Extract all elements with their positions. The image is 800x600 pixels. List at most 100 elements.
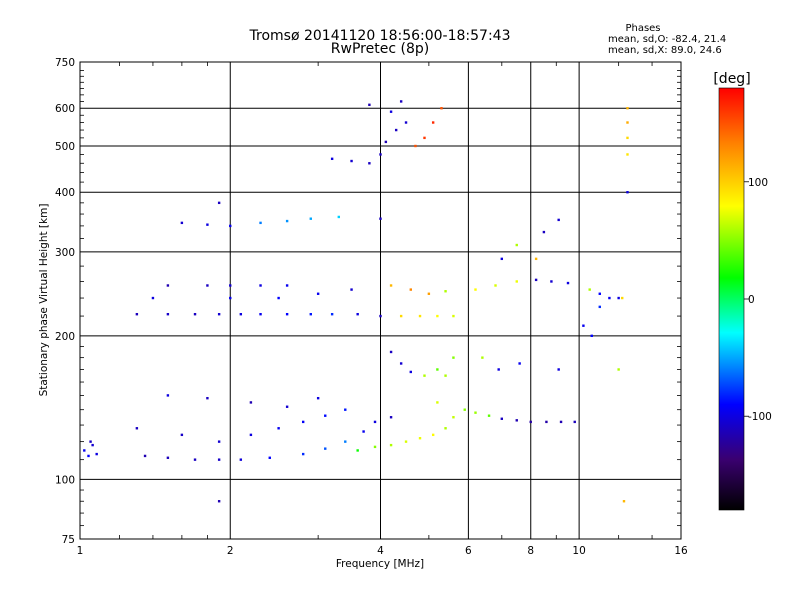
plot-frame (79, 61, 682, 540)
data-point (206, 396, 209, 400)
data-point (617, 368, 620, 371)
data-point (373, 420, 377, 424)
data-point (542, 230, 546, 234)
x-axis: 1 2 4 6 8 10 16 (77, 62, 688, 557)
data-point (166, 284, 170, 287)
data-point (285, 284, 289, 287)
data-point (259, 284, 262, 287)
y-tick-label: 600 (55, 103, 75, 115)
data-point (324, 414, 327, 417)
data-point (423, 136, 426, 140)
data-point (285, 312, 289, 316)
y-tick-label: 75 (62, 534, 75, 546)
phase-stats-x: mean, sd,X: 89.0, 24.6 (608, 45, 722, 56)
data-point (166, 394, 170, 397)
data-point (206, 223, 209, 226)
data-point (608, 296, 611, 300)
data-point (217, 201, 221, 205)
data-point (444, 374, 447, 377)
data-point (474, 288, 477, 291)
data-point (529, 420, 532, 424)
data-point (566, 281, 570, 285)
data-point (379, 153, 382, 156)
data-point (389, 284, 393, 287)
data-point (621, 296, 624, 300)
data-point (285, 219, 289, 223)
data-point (83, 449, 86, 452)
grid-lines (80, 62, 681, 539)
data-point (350, 159, 353, 163)
data-point (301, 420, 305, 424)
data-point (427, 292, 431, 295)
data-point (249, 401, 253, 404)
data-point (409, 288, 412, 291)
data-point (362, 430, 365, 433)
data-point (249, 433, 253, 437)
data-point (344, 440, 347, 443)
data-point (89, 440, 92, 443)
data-point (497, 368, 500, 371)
data-point (394, 128, 398, 132)
x-tick-label: 4 (377, 545, 384, 557)
data-point (598, 305, 601, 309)
data-point (487, 414, 491, 417)
data-point (626, 153, 629, 156)
data-point (440, 107, 443, 110)
data-point (285, 405, 289, 408)
data-point (166, 456, 170, 459)
data-point (193, 458, 197, 461)
data-point (515, 243, 518, 247)
data-point (324, 447, 327, 450)
data-point (373, 445, 377, 449)
phase-stats-heading: Phases (625, 23, 660, 34)
data-point (239, 312, 243, 316)
data-point (337, 215, 341, 219)
data-point (626, 136, 629, 140)
data-point (166, 312, 170, 316)
data-point (389, 443, 393, 447)
data-point (217, 440, 221, 443)
data-point (259, 221, 262, 225)
x-tick-label: 2 (227, 545, 234, 557)
data-point (180, 221, 184, 225)
data-point (622, 500, 626, 503)
data-point (559, 420, 563, 424)
data-point (418, 437, 422, 440)
data-point (229, 284, 232, 287)
colorbar-tick-label: 0 (748, 294, 755, 306)
x-tick-label: 10 (572, 545, 585, 557)
data-point (414, 144, 417, 148)
y-axis-label: Stationary phase Virtual Height [km] (38, 204, 50, 397)
data-point (399, 362, 403, 365)
data-point (573, 420, 576, 424)
data-point (444, 290, 447, 293)
data-point (534, 278, 538, 282)
data-point (452, 416, 455, 419)
colorbar-tick-label: 100 (748, 177, 768, 189)
data-point (151, 296, 155, 300)
data-point (368, 103, 371, 107)
data-point (143, 454, 147, 458)
colorbar (718, 87, 745, 511)
data-point (384, 140, 388, 144)
y-tick-label: 750 (55, 57, 75, 69)
data-point (330, 312, 334, 316)
data-point (431, 433, 435, 437)
x-axis-label: Frequency [MHz] (336, 558, 424, 570)
data-point (518, 362, 521, 365)
data-point (356, 312, 359, 316)
chart-title: Tromsø 20141120 18:56:00-18:57:43 (249, 28, 511, 44)
data-point (463, 408, 466, 411)
data-point (309, 217, 312, 220)
data-point (452, 356, 455, 359)
data-point (515, 419, 518, 422)
data-point (259, 312, 262, 316)
data-point (399, 100, 403, 103)
colorbar-ticks: 100 0 -100 (744, 177, 772, 423)
data-point (309, 312, 312, 316)
data-point (135, 427, 139, 430)
data-point (474, 411, 477, 414)
data-point (557, 368, 560, 371)
data-point (217, 312, 221, 316)
data-point (626, 191, 629, 194)
